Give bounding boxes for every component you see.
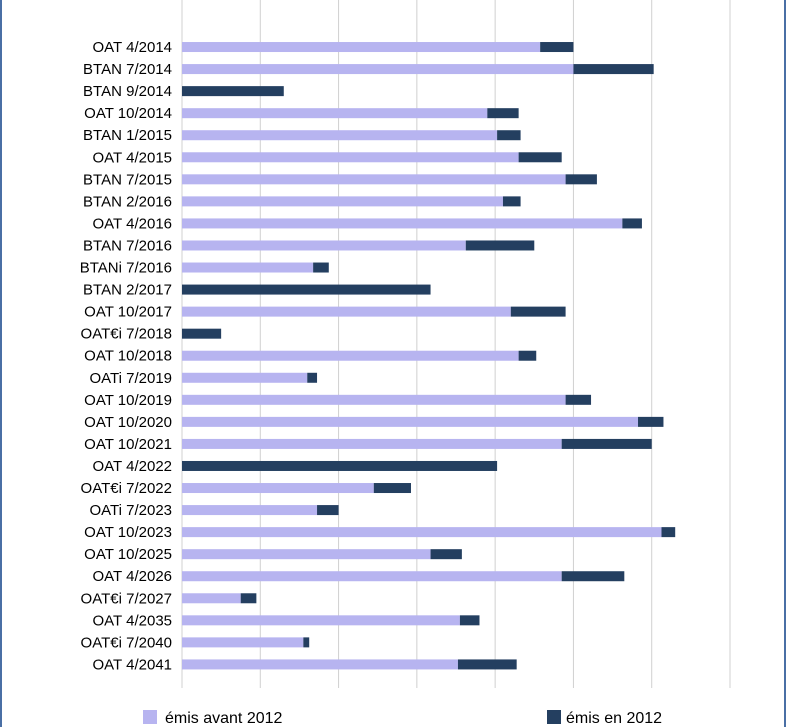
bar-emis-avant-2012 bbox=[182, 394, 566, 405]
bar-emis-en-2012 bbox=[457, 659, 517, 670]
category-label: BTAN 2/2016 bbox=[83, 193, 172, 210]
bar-emis-avant-2012 bbox=[182, 218, 623, 229]
category-label: OAT€i 7/2027 bbox=[81, 590, 172, 607]
bar-emis-en-2012 bbox=[565, 174, 597, 185]
bar-emis-avant-2012 bbox=[182, 42, 541, 53]
bar-emis-en-2012 bbox=[182, 284, 431, 295]
bar-emis-en-2012 bbox=[487, 108, 519, 119]
category-label: OAT 4/2041 bbox=[93, 656, 173, 673]
bar-emis-en-2012 bbox=[465, 240, 535, 251]
category-label: OAT€i 7/2018 bbox=[81, 326, 172, 343]
bar-emis-avant-2012 bbox=[182, 615, 460, 626]
bar-emis-en-2012 bbox=[182, 460, 498, 471]
bar-emis-avant-2012 bbox=[182, 174, 566, 185]
bar-emis-avant-2012 bbox=[182, 659, 458, 670]
bar-emis-avant-2012 bbox=[182, 306, 511, 317]
bar-emis-avant-2012 bbox=[182, 262, 314, 273]
bar-emis-avant-2012 bbox=[182, 152, 519, 163]
bar-emis-en-2012 bbox=[510, 306, 566, 317]
bar-emis-avant-2012 bbox=[182, 108, 488, 119]
category-label: BTAN 1/2015 bbox=[83, 127, 172, 144]
category-label: OAT 4/2026 bbox=[93, 568, 173, 585]
legend-label-emis-avant-2012: émis avant 2012 bbox=[165, 710, 283, 727]
bar-emis-en-2012 bbox=[317, 505, 339, 516]
bar-emis-en-2012 bbox=[430, 549, 462, 560]
bar-emis-avant-2012 bbox=[182, 196, 503, 207]
bars bbox=[182, 42, 676, 670]
legend: émis avant 2012 émis en 2012 bbox=[143, 710, 662, 727]
category-label: OAT€i 7/2022 bbox=[81, 480, 172, 497]
category-label: BTAN 2/2017 bbox=[83, 282, 172, 299]
category-label: OAT€i 7/2040 bbox=[81, 634, 172, 651]
bar-emis-en-2012 bbox=[661, 527, 676, 538]
bar-emis-avant-2012 bbox=[182, 505, 318, 516]
bar-emis-avant-2012 bbox=[182, 637, 304, 648]
category-label: OAT 10/2023 bbox=[84, 524, 172, 541]
bar-emis-en-2012 bbox=[573, 64, 654, 75]
category-label: OAT 4/2022 bbox=[93, 458, 173, 475]
bar-emis-en-2012 bbox=[518, 350, 537, 361]
bar-emis-en-2012 bbox=[561, 571, 625, 582]
bar-emis-en-2012 bbox=[313, 262, 329, 273]
bar-emis-avant-2012 bbox=[182, 527, 662, 538]
category-label: BTANi 7/2016 bbox=[80, 260, 172, 277]
category-label: OAT 4/2015 bbox=[93, 149, 173, 166]
bar-emis-avant-2012 bbox=[182, 549, 431, 560]
bar-emis-avant-2012 bbox=[182, 571, 562, 582]
bar-emis-en-2012 bbox=[565, 394, 592, 405]
legend-swatch-emis-en-2012 bbox=[547, 710, 561, 724]
category-label: OAT 10/2017 bbox=[84, 304, 172, 321]
bar-emis-en-2012 bbox=[561, 438, 652, 449]
bar-emis-avant-2012 bbox=[182, 240, 466, 251]
category-label: OAT 10/2020 bbox=[84, 414, 172, 431]
bar-emis-en-2012 bbox=[540, 42, 574, 53]
category-label: OAT 4/2035 bbox=[93, 612, 173, 629]
bar-emis-avant-2012 bbox=[182, 593, 241, 604]
category-label: OAT 4/2016 bbox=[93, 215, 173, 232]
bar-emis-en-2012 bbox=[459, 615, 480, 626]
category-label: BTAN 7/2016 bbox=[83, 237, 172, 254]
bar-emis-en-2012 bbox=[622, 218, 642, 229]
bar-emis-en-2012 bbox=[638, 416, 664, 427]
bar-emis-avant-2012 bbox=[182, 438, 562, 449]
bar-emis-en-2012 bbox=[307, 372, 318, 383]
legend-swatch-emis-avant-2012 bbox=[143, 710, 157, 724]
category-label: BTAN 7/2014 bbox=[83, 61, 172, 78]
bar-emis-en-2012 bbox=[240, 593, 257, 604]
category-label: BTAN 7/2015 bbox=[83, 171, 172, 188]
bar-emis-avant-2012 bbox=[182, 372, 308, 383]
bar-emis-avant-2012 bbox=[182, 483, 374, 494]
category-label: OATi 7/2023 bbox=[89, 502, 172, 519]
bar-emis-en-2012 bbox=[497, 130, 521, 141]
category-label: OAT 10/2018 bbox=[84, 348, 172, 365]
category-label: OATi 7/2019 bbox=[89, 370, 172, 387]
bar-emis-en-2012 bbox=[182, 86, 284, 97]
category-label: OAT 10/2014 bbox=[84, 105, 172, 122]
category-label: OAT 10/2021 bbox=[84, 436, 172, 453]
bar-emis-avant-2012 bbox=[182, 416, 639, 427]
category-labels: OAT 4/2014 BTAN 7/2014 BTAN 9/2014 OAT 10/2… bbox=[80, 39, 172, 673]
bar-emis-avant-2012 bbox=[182, 350, 519, 361]
bar-emis-en-2012 bbox=[303, 637, 310, 648]
bar-emis-en-2012 bbox=[518, 152, 562, 163]
bar-emis-en-2012 bbox=[373, 483, 411, 494]
bar-emis-en-2012 bbox=[502, 196, 521, 207]
bar-emis-avant-2012 bbox=[182, 130, 498, 141]
bar-emis-en-2012 bbox=[182, 328, 222, 339]
category-label: OAT 10/2025 bbox=[84, 546, 172, 563]
legend-label-emis-en-2012: émis en 2012 bbox=[566, 710, 662, 727]
bar-emis-avant-2012 bbox=[182, 64, 574, 75]
category-label: BTAN 9/2014 bbox=[83, 83, 172, 100]
category-label: OAT 4/2014 bbox=[93, 39, 173, 56]
gridlines bbox=[181, 0, 731, 688]
category-label: OAT 10/2019 bbox=[84, 392, 172, 409]
